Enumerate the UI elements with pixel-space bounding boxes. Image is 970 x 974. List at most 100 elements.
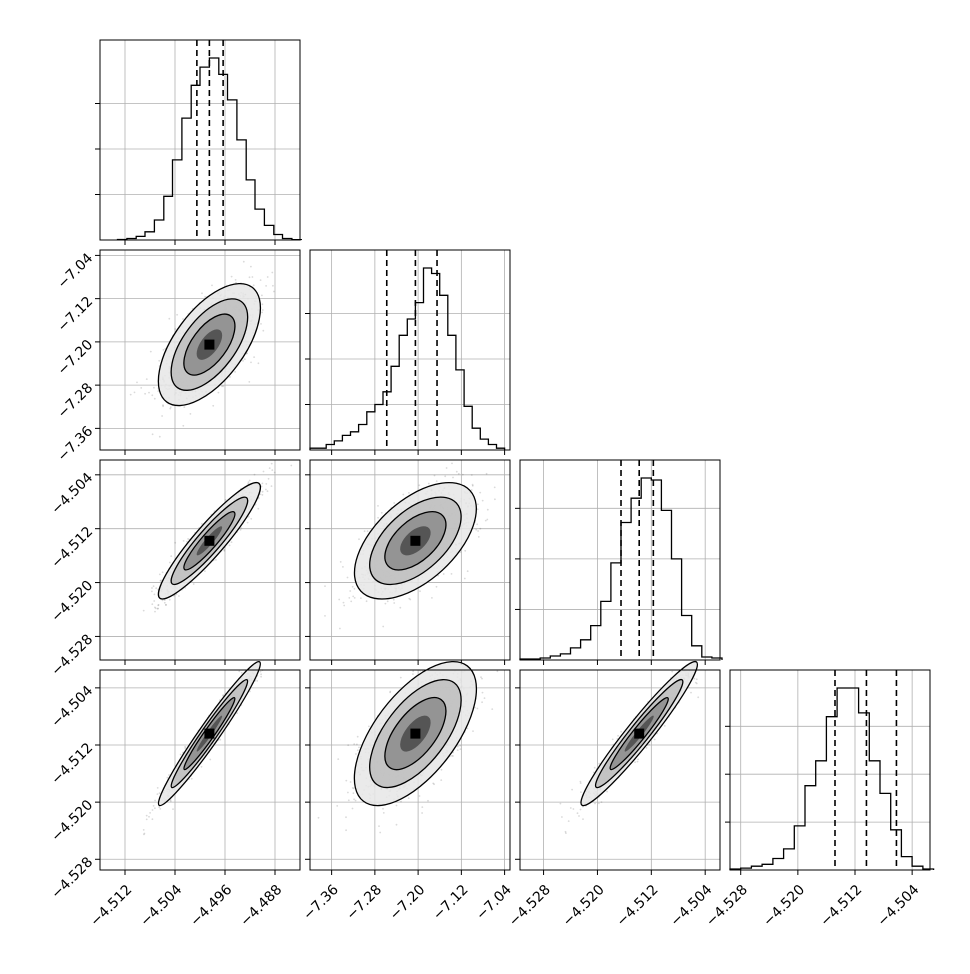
scatter-point <box>153 600 155 602</box>
scatter-point <box>471 474 473 476</box>
scatter-point <box>451 463 453 465</box>
scatter-point <box>382 626 384 628</box>
scatter-point <box>393 502 395 504</box>
scatter-point <box>151 603 153 605</box>
scatter-point <box>150 351 152 353</box>
scatter-point <box>434 475 436 477</box>
scatter-point <box>367 530 369 532</box>
scatter-point <box>436 586 438 588</box>
scatter-point <box>183 540 185 542</box>
scatter-point <box>458 473 460 475</box>
scatter-point <box>478 536 480 538</box>
scatter-point <box>476 523 478 525</box>
scatter-point <box>130 394 132 396</box>
scatter-point <box>260 323 262 325</box>
scatter-point <box>443 573 445 575</box>
scatter-point <box>494 498 496 500</box>
scatter-point <box>178 595 180 597</box>
scatter-point <box>163 349 165 351</box>
scatter-point <box>462 474 464 476</box>
scatter-point <box>260 279 262 281</box>
scatter-point <box>261 312 263 314</box>
scatter-point <box>267 276 269 278</box>
scatter-point <box>201 523 203 525</box>
scatter-point <box>218 392 220 394</box>
scatter-point <box>464 578 466 580</box>
scatter-point <box>273 291 275 293</box>
scatter-point <box>482 500 484 502</box>
scatter-point <box>354 597 356 599</box>
scatter-point <box>360 597 362 599</box>
scatter-point <box>262 483 264 485</box>
scatter-point <box>151 591 153 593</box>
scatter-point <box>436 480 438 482</box>
scatter-point <box>377 505 379 507</box>
scatter-point <box>342 566 344 568</box>
scatter-point <box>494 487 496 489</box>
panel-ticks <box>725 726 912 875</box>
scatter-point <box>431 597 433 599</box>
scatter-point <box>169 408 171 410</box>
scatter-point <box>235 279 237 281</box>
scatter-point <box>153 585 155 587</box>
scatter-point <box>377 517 379 519</box>
scatter-point <box>134 392 136 394</box>
scatter-point <box>190 413 192 415</box>
scatter-point <box>347 577 349 579</box>
scatter-point <box>348 597 350 599</box>
scatter-point <box>154 398 156 400</box>
scatter-point <box>446 467 448 469</box>
scatter-point <box>381 512 383 514</box>
scatter-point <box>247 522 249 524</box>
scatter-point <box>271 272 273 274</box>
scatter-point <box>393 599 395 601</box>
scatter-point <box>269 467 271 469</box>
scatter-point <box>479 528 481 530</box>
scatter-point <box>252 276 254 278</box>
scatter-point <box>262 494 264 496</box>
scatter-point <box>274 472 276 474</box>
scatter-point <box>271 463 273 465</box>
scatter-point <box>486 519 488 521</box>
scatter-point <box>240 529 242 531</box>
scatter-point <box>162 600 164 602</box>
scatter-point <box>418 484 420 486</box>
scatter-point <box>248 481 250 483</box>
scatter-point <box>385 603 387 605</box>
scatter-point <box>267 490 269 492</box>
scatter-point <box>456 471 458 473</box>
scatter-point <box>477 530 479 532</box>
joint-panel-1-4 <box>143 656 268 835</box>
scatter-point <box>225 499 227 501</box>
scatter-point <box>366 600 368 602</box>
scatter-point <box>154 607 156 609</box>
scatter-point <box>263 471 265 473</box>
scatter-point <box>358 538 360 540</box>
panel-grid <box>730 670 930 870</box>
scatter-point <box>148 392 150 394</box>
scatter-point <box>168 318 170 320</box>
scatter-point <box>250 518 252 520</box>
scatter-point <box>162 571 164 573</box>
density-peak-cell <box>204 536 214 546</box>
scatter-point <box>159 436 161 438</box>
scatter-point <box>343 605 345 607</box>
scatter-point <box>257 508 259 510</box>
scatter-point <box>158 360 160 362</box>
scatter-point <box>471 489 473 491</box>
scatter-point <box>349 590 351 592</box>
scatter-point <box>467 570 469 572</box>
scatter-point <box>170 555 172 557</box>
scatter-point <box>222 385 224 387</box>
scatter-point <box>229 376 231 378</box>
scatter-point <box>157 604 159 606</box>
scatter-point <box>258 362 260 364</box>
scatter-point <box>215 559 217 561</box>
scatter-point <box>250 266 252 268</box>
scatter-point <box>352 586 354 588</box>
scatter-point <box>182 425 184 427</box>
scatter-point <box>485 520 487 522</box>
scatter-point <box>324 585 326 587</box>
scatter-point <box>428 483 430 485</box>
scatter-point <box>201 292 203 294</box>
